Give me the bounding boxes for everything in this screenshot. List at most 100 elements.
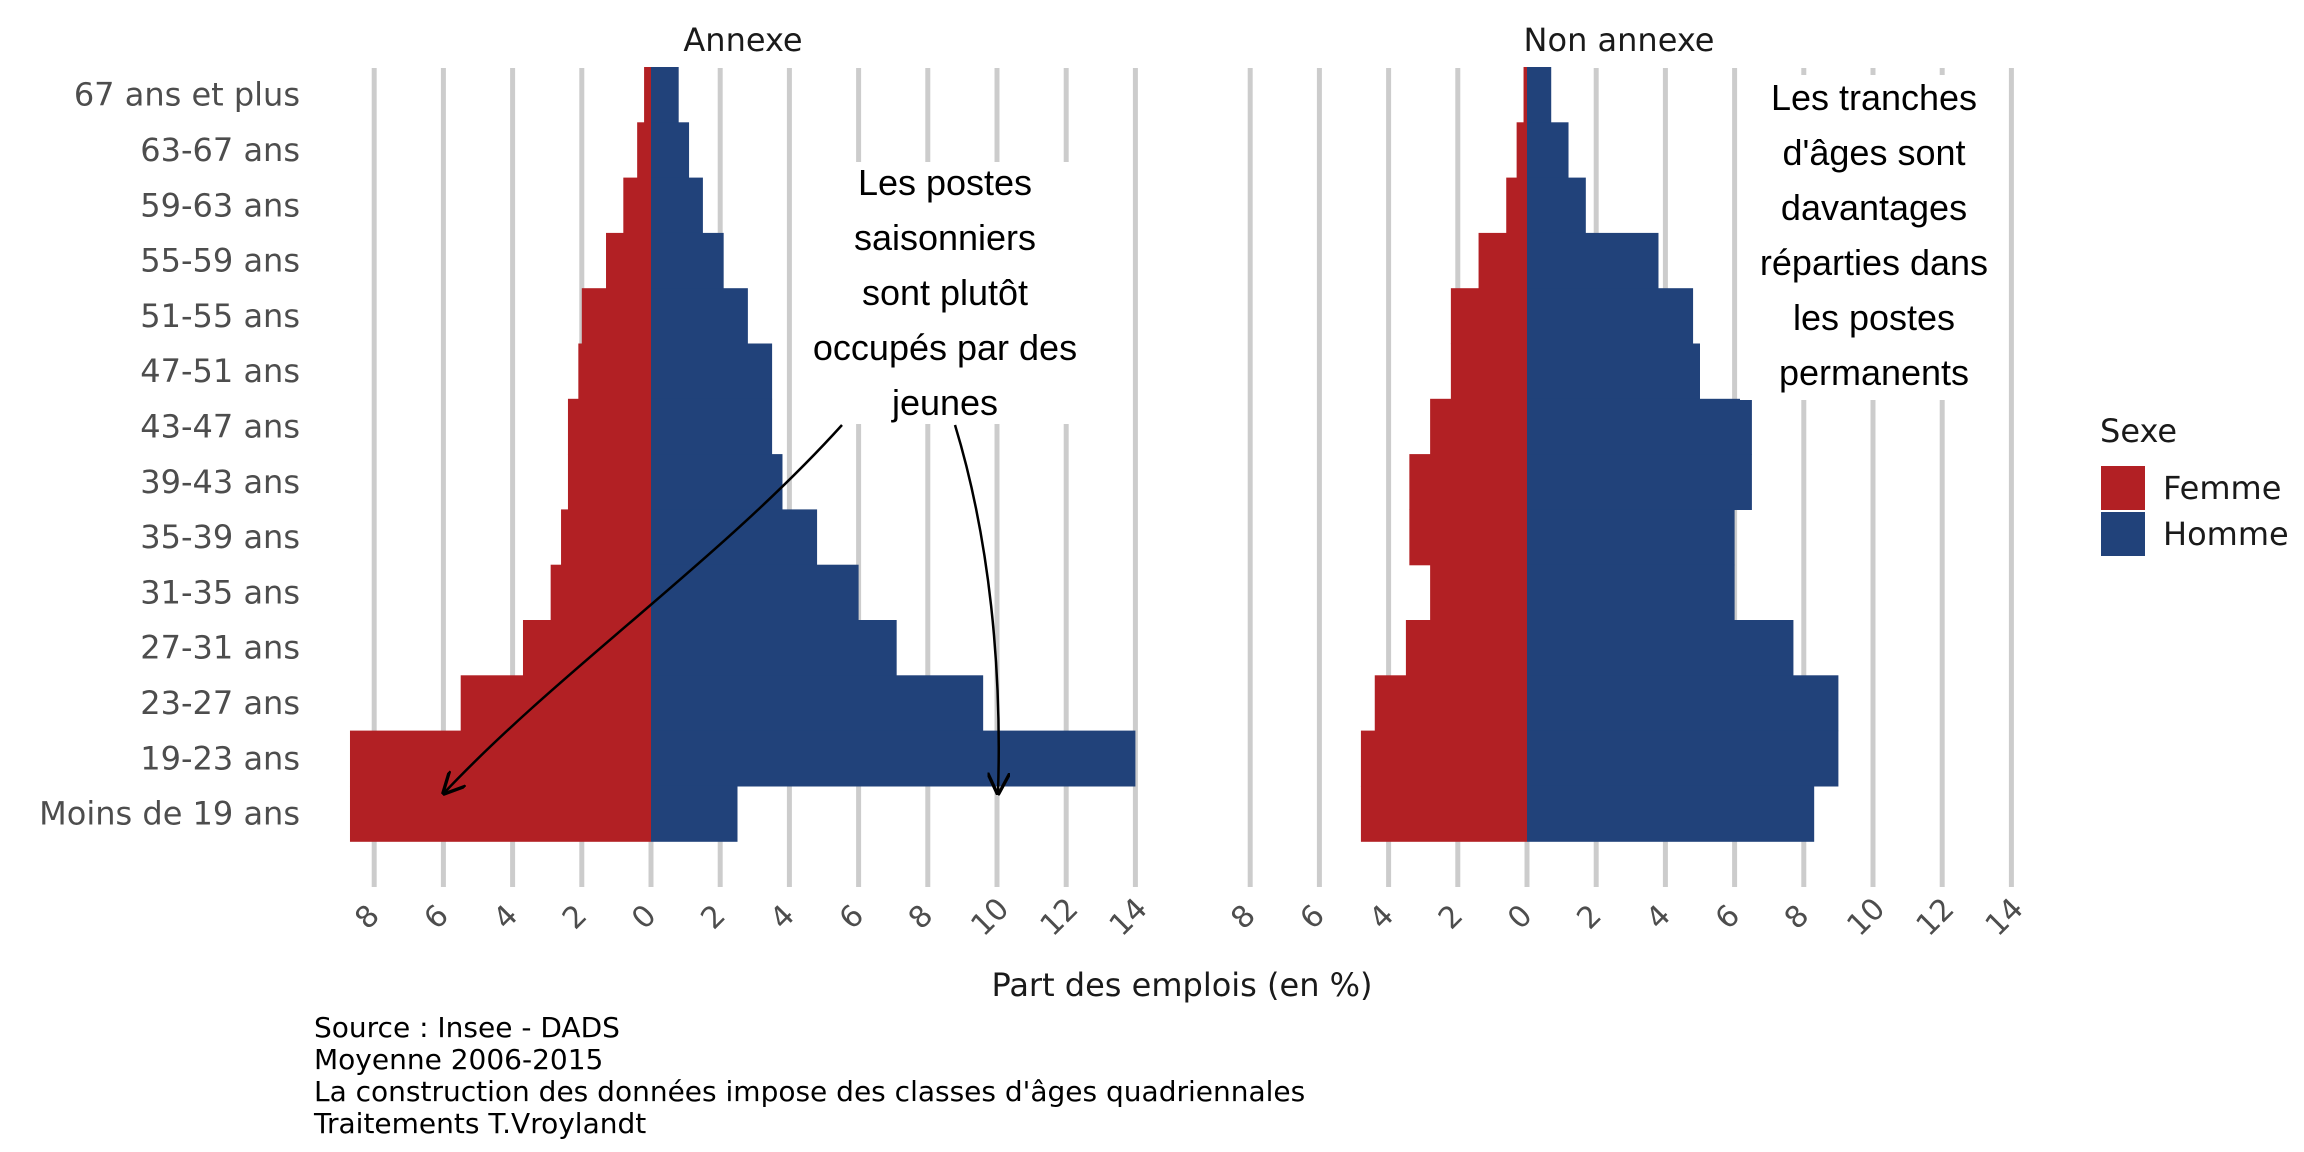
annotation-annexe-background [795,162,1095,424]
non-annexe-bar-homme-51-55-ans [1527,288,1694,345]
annexe-x-tick-label: 2 [694,898,732,936]
non-annexe-bar-homme-27-31-ans [1527,620,1794,676]
non-annexe-bar-homme-67-ans-et-plus [1527,67,1552,123]
annexe-bar-femme-59-63-ans [623,177,651,234]
non-annexe-x-tick-label: 8 [1778,898,1816,936]
non-annexe-bar-homme-47-51-ans [1527,343,1700,400]
annexe-x-tick-label: 4 [764,898,802,936]
non-annexe-bar-homme-39-43-ans [1527,454,1752,510]
annexe-bar-femme-55-59-ans [606,232,651,289]
non-annexe-x-tick-label: 2 [1570,898,1608,936]
non-annexe-bar-homme-31-35-ans [1527,564,1735,621]
non-annexe-x-tick-label: 2 [1432,898,1470,936]
annexe-x-tick-label: 10 [964,891,1016,943]
non-annexe-bar-homme-43-47-ans [1527,398,1752,455]
chart-caption: Source : Insee - DADS Moyenne 2006-2015 … [314,1012,1305,1140]
non-annexe-bar-femme-59-63-ans [1506,177,1527,234]
non-annexe-panel-title: Non annexe [1524,21,1715,59]
non-annexe-bar-homme-moins-de-19-ans [1527,785,1815,842]
non-annexe-bar-femme-51-55-ans [1450,288,1527,345]
caption-line-source: Source : Insee - DADS [314,1011,620,1044]
y-tick-label-39-43-ans: 39-43 ans [140,463,300,501]
annexe-bar-homme-47-51-ans [651,343,773,400]
non-annexe-bar-homme-19-23-ans [1527,730,1839,787]
annexe-x-tick-label: 0 [625,898,663,936]
annexe-bar-femme-39-43-ans [567,454,651,510]
annexe-bar-femme-35-39-ans [561,509,651,566]
x-axis-title: Part des emplois (en %) [991,966,1372,1004]
annexe-bar-femme-47-51-ans [578,343,651,400]
annexe-bar-femme-63-67-ans [637,122,651,179]
annexe-x-tick-label: 2 [556,898,594,936]
annotation-non-annexe-background [1740,75,2008,400]
annexe-x-tick-label: 4 [487,898,525,936]
annexe-bar-homme-55-59-ans [651,232,724,289]
non-annexe-x-tick-label: 4 [1363,898,1401,936]
annexe-bar-homme-43-47-ans [651,398,773,455]
non-annexe-bar-femme-27-31-ans [1405,620,1527,676]
y-tick-label-19-23-ans: 19-23 ans [140,739,300,777]
annexe-bar-femme-19-23-ans [349,730,651,787]
y-tick-label-43-47-ans: 43-47 ans [140,407,300,445]
non-annexe-bar-femme-55-59-ans [1478,232,1527,289]
annexe-bar-homme-moins-de-19-ans [651,785,738,842]
caption-line-period: Moyenne 2006-2015 [314,1043,604,1076]
bars [349,67,1839,842]
annexe-bar-homme-51-55-ans [651,288,748,345]
annexe-bar-femme-43-47-ans [567,398,651,455]
y-tick-label-35-39-ans: 35-39 ans [140,518,300,556]
annexe-bar-homme-27-31-ans [651,620,897,676]
y-tick-label-31-35-ans: 31-35 ans [140,573,300,611]
non-annexe-x-tick-label: 10 [1840,891,1892,943]
annexe-bar-homme-39-43-ans [651,454,783,510]
legend-swatch-femme [2101,466,2145,510]
annexe-panel-title: Annexe [683,21,802,59]
legend-label-homme: Homme [2163,515,2289,553]
y-tick-label-59-63-ans: 59-63 ans [140,186,300,224]
non-annexe-bar-homme-55-59-ans [1527,232,1659,289]
annexe-bar-homme-59-63-ans [651,177,703,234]
annotation-non-annexe-text: Les tranches d'âges sont davantages réparti… [1760,77,1988,393]
legend-swatch-homme [2101,512,2145,556]
y-tick-label-55-59-ans: 55-59 ans [140,242,300,280]
y-tick-label-moins-de-19-ans: Moins de 19 ans [39,795,300,833]
non-annexe-x-tick-label: 14 [1979,891,2031,943]
non-annexe-bar-homme-59-63-ans [1527,177,1586,234]
annexe-x-tick-label: 14 [1103,891,1155,943]
annexe-x-tick-label: 8 [348,898,386,936]
y-tick-label-27-31-ans: 27-31 ans [140,629,300,667]
non-annexe-bar-femme-35-39-ans [1409,509,1527,566]
non-annexe-x-tick-label: 12 [1910,891,1962,943]
non-annexe-bar-homme-23-27-ans [1527,675,1839,732]
annexe-bar-femme-31-35-ans [550,564,651,621]
annotation-annexe-text: Les postes saisonniers sont plutôt occupés … [813,162,1077,423]
y-tick-label-23-27-ans: 23-27 ans [140,684,300,722]
non-annexe-bar-femme-23-27-ans [1374,675,1527,732]
caption-line-method: La construction des données impose des c… [314,1075,1306,1108]
non-annexe-bar-homme-35-39-ans [1527,509,1735,566]
annexe-x-tick-label: 6 [418,898,456,936]
annexe-bar-femme-67-ans-et-plus [644,67,651,123]
annexe-bar-femme-moins-de-19-ans [349,785,651,842]
y-tick-label-63-67-ans: 63-67 ans [140,131,300,169]
non-annexe-bar-homme-63-67-ans [1527,122,1569,179]
y-tick-label-47-51-ans: 47-51 ans [140,352,300,390]
annexe-bar-homme-31-35-ans [651,564,859,621]
annotation-arrow-femme [444,424,843,793]
legend-title: Sexe [2100,412,2177,450]
non-annexe-x-tick-label: 6 [1709,898,1747,936]
annotations: Les postes saisonniers sont plutôt occupés … [444,75,2008,793]
non-annexe-x-tick-label: 4 [1640,898,1678,936]
non-annexe-bar-femme-31-35-ans [1430,564,1527,621]
y-tick-label-51-55-ans: 51-55 ans [140,297,300,335]
non-annexe-bar-femme-67-ans-et-plus [1523,67,1527,123]
legend: Sexe Femme Homme [2100,412,2289,556]
non-annexe-x-tick-label: 8 [1224,898,1262,936]
caption-line-credits: Traitements T.Vroylandt [314,1107,647,1140]
annexe-x-tick-label: 12 [1034,891,1086,943]
non-annexe-bar-femme-19-23-ans [1360,730,1527,787]
annexe-bar-homme-19-23-ans [651,730,1136,787]
non-annexe-x-tick-label: 0 [1501,898,1539,936]
annexe-x-tick-label: 8 [902,898,940,936]
